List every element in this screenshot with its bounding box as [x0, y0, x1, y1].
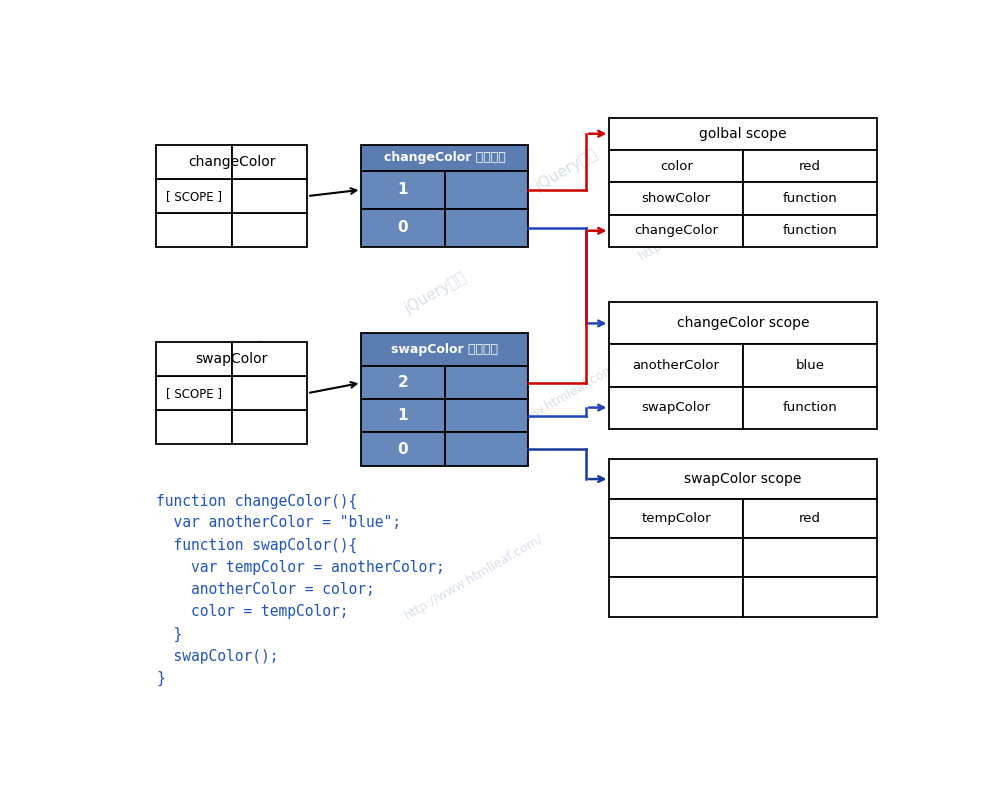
FancyBboxPatch shape	[232, 179, 307, 213]
Text: 2: 2	[398, 375, 408, 390]
Text: jQuery之家: jQuery之家	[533, 146, 600, 194]
Text: tempColor: tempColor	[641, 512, 711, 525]
FancyBboxPatch shape	[609, 386, 743, 429]
Text: swapColor();: swapColor();	[156, 649, 278, 663]
Text: anotherColor = color;: anotherColor = color;	[156, 582, 375, 597]
Text: golbal scope: golbal scope	[699, 126, 787, 141]
Text: swapColor: swapColor	[195, 352, 268, 366]
Text: showColor: showColor	[642, 192, 711, 205]
Text: color: color	[660, 159, 693, 173]
Text: swapColor 作用域链: swapColor 作用域链	[391, 343, 498, 356]
FancyBboxPatch shape	[361, 209, 445, 247]
FancyBboxPatch shape	[445, 209, 528, 247]
FancyBboxPatch shape	[361, 146, 528, 170]
Text: [ SCOPE ]: [ SCOPE ]	[166, 190, 222, 202]
FancyBboxPatch shape	[743, 182, 877, 214]
Text: jQuery: jQuery	[216, 335, 267, 374]
FancyBboxPatch shape	[232, 213, 307, 247]
Text: red: red	[799, 159, 821, 173]
FancyBboxPatch shape	[743, 578, 877, 617]
FancyBboxPatch shape	[361, 170, 445, 209]
FancyBboxPatch shape	[156, 376, 232, 410]
FancyBboxPatch shape	[743, 498, 877, 538]
FancyBboxPatch shape	[743, 386, 877, 429]
Text: http://www.htmlleaf.com/: http://www.htmlleaf.com/	[402, 531, 545, 622]
Text: 1: 1	[398, 409, 408, 423]
Text: 0: 0	[398, 442, 408, 457]
FancyBboxPatch shape	[445, 433, 528, 466]
FancyBboxPatch shape	[445, 399, 528, 433]
Text: red: red	[799, 512, 821, 525]
Text: var anotherColor = "blue";: var anotherColor = "blue";	[156, 515, 401, 530]
Text: function swapColor(){: function swapColor(){	[156, 538, 357, 553]
FancyBboxPatch shape	[609, 459, 877, 498]
Text: anotherColor: anotherColor	[633, 359, 720, 372]
FancyBboxPatch shape	[156, 146, 232, 179]
FancyBboxPatch shape	[743, 538, 877, 578]
FancyBboxPatch shape	[156, 179, 232, 213]
Text: }: }	[156, 626, 182, 642]
FancyBboxPatch shape	[609, 214, 743, 247]
FancyBboxPatch shape	[361, 399, 445, 433]
FancyBboxPatch shape	[609, 538, 743, 578]
Text: function: function	[783, 192, 837, 205]
FancyBboxPatch shape	[609, 150, 743, 182]
FancyBboxPatch shape	[609, 578, 743, 617]
FancyBboxPatch shape	[609, 498, 743, 538]
Text: changeColor scope: changeColor scope	[677, 317, 809, 330]
Text: changeColor 作用域链: changeColor 作用域链	[384, 151, 506, 165]
FancyBboxPatch shape	[743, 345, 877, 386]
FancyBboxPatch shape	[232, 342, 307, 376]
FancyBboxPatch shape	[156, 213, 232, 247]
FancyBboxPatch shape	[445, 170, 528, 209]
Text: changeColor: changeColor	[634, 224, 718, 238]
Text: jQuery之家: jQuery之家	[649, 485, 717, 533]
FancyBboxPatch shape	[232, 146, 307, 179]
FancyBboxPatch shape	[743, 150, 877, 182]
Text: jQuery之家: jQuery之家	[401, 270, 469, 317]
FancyBboxPatch shape	[609, 302, 877, 345]
FancyBboxPatch shape	[156, 342, 232, 376]
Text: }: }	[156, 670, 165, 686]
Text: 0: 0	[398, 220, 408, 235]
FancyBboxPatch shape	[232, 376, 307, 410]
Text: function: function	[783, 401, 837, 414]
FancyBboxPatch shape	[361, 366, 445, 399]
Text: changeColor: changeColor	[188, 155, 275, 170]
FancyBboxPatch shape	[445, 366, 528, 399]
Text: var tempColor = anotherColor;: var tempColor = anotherColor;	[156, 560, 445, 575]
Text: http://www.htmleaf.com/: http://www.htmleaf.com/	[636, 175, 776, 263]
FancyBboxPatch shape	[609, 182, 743, 214]
Text: color = tempColor;: color = tempColor;	[156, 604, 349, 619]
Text: 1: 1	[398, 182, 408, 198]
FancyBboxPatch shape	[361, 433, 445, 466]
Text: function: function	[783, 224, 837, 238]
Text: swapColor: swapColor	[642, 401, 711, 414]
FancyBboxPatch shape	[232, 410, 307, 444]
Text: http://www.htmleaf.com/: http://www.htmleaf.com/	[481, 360, 621, 448]
Text: [ SCOPE ]: [ SCOPE ]	[166, 386, 222, 400]
Text: function changeColor(){: function changeColor(){	[156, 494, 357, 509]
FancyBboxPatch shape	[156, 410, 232, 444]
Text: blue: blue	[795, 359, 824, 372]
Text: swapColor scope: swapColor scope	[684, 472, 802, 486]
FancyBboxPatch shape	[609, 345, 743, 386]
FancyBboxPatch shape	[361, 333, 528, 366]
FancyBboxPatch shape	[609, 118, 877, 150]
FancyBboxPatch shape	[743, 214, 877, 247]
